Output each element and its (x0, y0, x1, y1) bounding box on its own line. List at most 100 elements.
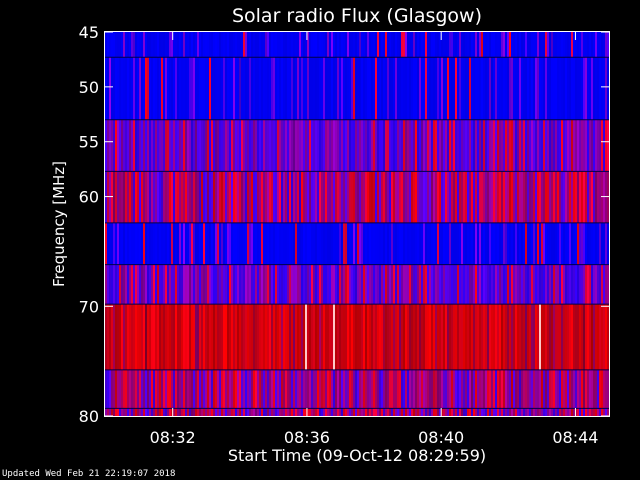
heatmap-cell (483, 32, 485, 58)
heatmap-cell (291, 119, 293, 172)
heatmap-cell (463, 119, 465, 172)
heatmap-cell (181, 264, 183, 305)
heatmap-cell (445, 264, 447, 305)
heatmap-cell (523, 119, 525, 172)
heatmap-cell (489, 32, 491, 58)
heatmap-cell (325, 32, 327, 58)
heatmap-cell (515, 369, 517, 409)
heatmap-cell (501, 32, 503, 58)
heatmap-cell (301, 119, 303, 172)
heatmap-cell (557, 408, 559, 417)
heatmap-cell (577, 32, 579, 58)
heatmap-cell (275, 171, 277, 224)
heatmap-cell (581, 32, 583, 58)
heatmap-cell (427, 408, 429, 417)
heatmap-cell (381, 32, 383, 58)
heatmap-cell (183, 222, 185, 266)
heatmap-cell (493, 57, 495, 121)
heatmap-cell (225, 369, 227, 409)
heatmap-cell (121, 222, 123, 266)
heatmap-cell (151, 408, 153, 417)
heatmap-cell (109, 369, 111, 409)
heatmap-cell (399, 304, 401, 371)
heatmap-cell (455, 369, 457, 409)
heatmap-cell (347, 57, 349, 121)
heatmap-cell (181, 119, 183, 172)
heatmap-cell (439, 222, 441, 266)
heatmap-band (105, 408, 609, 417)
heatmap-cell (281, 264, 283, 305)
heatmap-cell (521, 57, 523, 121)
heatmap-cell (337, 264, 339, 305)
heatmap-cell (567, 264, 569, 305)
heatmap-cell (447, 408, 449, 417)
heatmap-cell (231, 171, 233, 224)
heatmap-cell (539, 304, 541, 371)
heatmap-cell (413, 32, 415, 58)
heatmap-cell (109, 304, 111, 371)
heatmap-cell (217, 171, 219, 224)
heatmap-cell (251, 119, 253, 172)
heatmap-cell (223, 264, 225, 305)
heatmap-cell (279, 119, 281, 172)
heatmap-cell (173, 57, 175, 121)
heatmap-cell (495, 264, 497, 305)
heatmap-cell (155, 369, 157, 409)
heatmap-cell (457, 119, 459, 172)
heatmap-cell (295, 222, 297, 266)
heatmap-cell (589, 119, 591, 172)
heatmap-cell (323, 264, 325, 305)
heatmap-cell (495, 171, 497, 224)
heatmap-cell (559, 171, 561, 224)
heatmap-cell (133, 57, 135, 121)
heatmap-cell (311, 264, 313, 305)
heatmap-cell (311, 369, 313, 409)
heatmap-cell (297, 369, 299, 409)
heatmap-cell (233, 171, 235, 224)
heatmap-cell (183, 171, 185, 224)
heatmap-cell (485, 369, 487, 409)
heatmap-cell (529, 32, 531, 58)
heatmap-cell (141, 32, 143, 58)
heatmap-cell (325, 57, 327, 121)
heatmap-cell (153, 32, 155, 58)
heatmap-cell (151, 171, 153, 224)
heatmap-cell (525, 119, 527, 172)
heatmap-cell (591, 222, 593, 266)
heatmap-cell (455, 408, 457, 417)
heatmap-cell (545, 264, 547, 305)
heatmap-cell (397, 222, 399, 266)
heatmap-cell (289, 119, 291, 172)
heatmap-cell (345, 32, 347, 58)
heatmap-cell (421, 32, 423, 58)
heatmap-cell (575, 57, 577, 121)
heatmap-cell (319, 304, 321, 371)
heatmap-cell (131, 57, 133, 121)
heatmap-cell (325, 171, 327, 224)
heatmap-cell (395, 119, 397, 172)
heatmap-cell (147, 304, 149, 371)
x-axis-ticks: 08:32 08:36 08:40 08:44 (150, 32, 598, 447)
heatmap-cell (407, 369, 409, 409)
heatmap-cell (599, 119, 601, 172)
heatmap-cell (515, 408, 517, 417)
heatmap-cell (527, 408, 529, 417)
heatmap-cell (565, 304, 567, 371)
heatmap-cell (271, 369, 273, 409)
heatmap-cell (195, 408, 197, 417)
heatmap-cell (135, 32, 137, 58)
heatmap-cell (255, 171, 257, 224)
heatmap-cell (415, 264, 417, 305)
heatmap-cell (553, 57, 555, 121)
heatmap-cell (299, 32, 301, 58)
heatmap-cell (523, 304, 525, 371)
heatmap-cell (579, 119, 581, 172)
heatmap-cell (317, 222, 319, 266)
heatmap-cell (401, 369, 403, 409)
heatmap-cell (485, 222, 487, 266)
heatmap-cell (287, 222, 289, 266)
heatmap-cell (201, 408, 203, 417)
heatmap-cell (329, 304, 331, 371)
heatmap-cell (393, 32, 395, 58)
heatmap-cell (193, 304, 195, 371)
